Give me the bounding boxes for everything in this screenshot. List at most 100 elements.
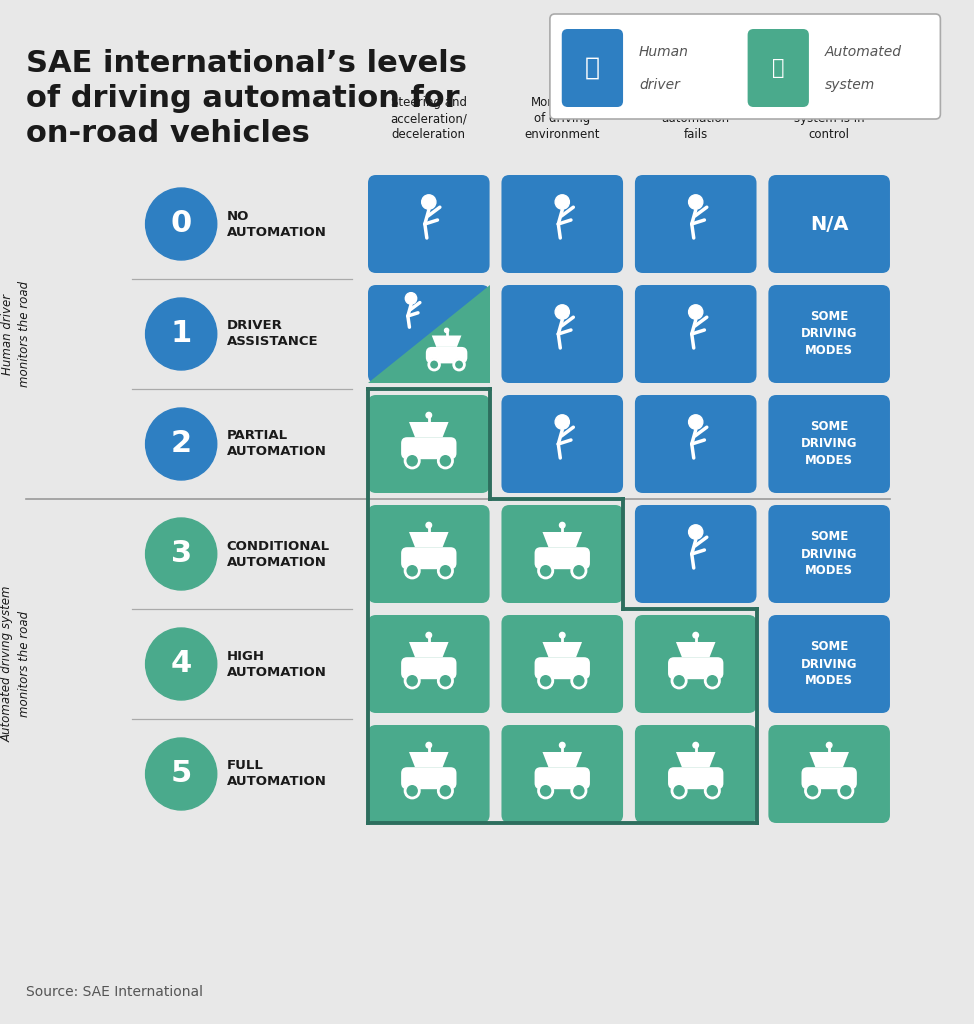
Text: 3: 3 bbox=[170, 540, 192, 568]
Circle shape bbox=[145, 298, 217, 370]
FancyBboxPatch shape bbox=[368, 505, 490, 603]
Polygon shape bbox=[409, 422, 449, 437]
Circle shape bbox=[405, 783, 420, 798]
FancyBboxPatch shape bbox=[368, 615, 490, 713]
Polygon shape bbox=[409, 752, 449, 767]
Circle shape bbox=[693, 742, 698, 748]
Circle shape bbox=[145, 408, 217, 480]
Circle shape bbox=[689, 305, 703, 319]
FancyBboxPatch shape bbox=[502, 175, 623, 273]
Polygon shape bbox=[409, 532, 449, 547]
FancyBboxPatch shape bbox=[635, 615, 757, 713]
Circle shape bbox=[426, 742, 431, 748]
Circle shape bbox=[405, 674, 420, 688]
Circle shape bbox=[454, 359, 465, 370]
FancyBboxPatch shape bbox=[635, 175, 757, 273]
Text: Source: SAE International: Source: SAE International bbox=[26, 985, 203, 999]
Circle shape bbox=[689, 524, 703, 540]
FancyBboxPatch shape bbox=[768, 175, 890, 273]
Circle shape bbox=[539, 674, 553, 688]
FancyBboxPatch shape bbox=[768, 395, 890, 493]
Text: driver: driver bbox=[639, 78, 680, 92]
FancyBboxPatch shape bbox=[635, 725, 757, 823]
Text: 5: 5 bbox=[170, 760, 192, 788]
Polygon shape bbox=[543, 752, 582, 767]
FancyBboxPatch shape bbox=[668, 657, 724, 679]
Text: Steering and
acceleration/
deceleration: Steering and acceleration/ deceleration bbox=[391, 96, 468, 141]
FancyBboxPatch shape bbox=[535, 767, 590, 790]
FancyBboxPatch shape bbox=[562, 29, 623, 106]
FancyBboxPatch shape bbox=[502, 615, 623, 713]
Text: SOME
DRIVING
MODES: SOME DRIVING MODES bbox=[801, 640, 857, 687]
Text: 2: 2 bbox=[170, 429, 192, 459]
Text: PARTIAL
AUTOMATION: PARTIAL AUTOMATION bbox=[227, 429, 326, 459]
Circle shape bbox=[438, 563, 453, 578]
Text: Fallback
when
automation
fails: Fallback when automation fails bbox=[661, 80, 730, 141]
Text: 4: 4 bbox=[170, 649, 192, 679]
Circle shape bbox=[572, 783, 586, 798]
Circle shape bbox=[422, 195, 436, 209]
Text: HIGH
AUTOMATION: HIGH AUTOMATION bbox=[227, 649, 326, 679]
Polygon shape bbox=[676, 752, 716, 767]
FancyBboxPatch shape bbox=[368, 175, 490, 273]
Polygon shape bbox=[543, 642, 582, 657]
Circle shape bbox=[705, 674, 720, 688]
Text: Human: Human bbox=[639, 45, 689, 59]
FancyBboxPatch shape bbox=[768, 725, 890, 823]
Text: SOME
DRIVING
MODES: SOME DRIVING MODES bbox=[801, 530, 857, 578]
Circle shape bbox=[405, 293, 417, 304]
Circle shape bbox=[145, 188, 217, 260]
FancyBboxPatch shape bbox=[401, 657, 457, 679]
FancyBboxPatch shape bbox=[502, 725, 623, 823]
Text: 🚗: 🚗 bbox=[772, 58, 784, 78]
Polygon shape bbox=[676, 642, 716, 657]
Polygon shape bbox=[809, 752, 849, 767]
Circle shape bbox=[539, 563, 553, 578]
Circle shape bbox=[438, 674, 453, 688]
Circle shape bbox=[826, 742, 832, 748]
Circle shape bbox=[555, 415, 570, 429]
Polygon shape bbox=[543, 532, 582, 547]
Text: Automated
system is in
control: Automated system is in control bbox=[794, 96, 865, 141]
Circle shape bbox=[426, 633, 431, 638]
Circle shape bbox=[805, 783, 820, 798]
Circle shape bbox=[555, 195, 570, 209]
FancyBboxPatch shape bbox=[550, 14, 940, 119]
FancyBboxPatch shape bbox=[502, 505, 623, 603]
FancyBboxPatch shape bbox=[802, 767, 857, 790]
FancyBboxPatch shape bbox=[768, 615, 890, 713]
Circle shape bbox=[672, 674, 687, 688]
Circle shape bbox=[405, 454, 420, 468]
FancyBboxPatch shape bbox=[668, 767, 724, 790]
Polygon shape bbox=[409, 642, 449, 657]
Polygon shape bbox=[368, 285, 490, 383]
Text: NO
AUTOMATION: NO AUTOMATION bbox=[227, 210, 326, 239]
Text: CONDITIONAL
AUTOMATION: CONDITIONAL AUTOMATION bbox=[227, 540, 330, 568]
Circle shape bbox=[438, 454, 453, 468]
Circle shape bbox=[559, 522, 565, 528]
FancyBboxPatch shape bbox=[368, 285, 490, 383]
FancyBboxPatch shape bbox=[635, 395, 757, 493]
Circle shape bbox=[438, 783, 453, 798]
Circle shape bbox=[145, 738, 217, 810]
Circle shape bbox=[539, 783, 553, 798]
FancyBboxPatch shape bbox=[502, 395, 623, 493]
FancyBboxPatch shape bbox=[635, 505, 757, 603]
Circle shape bbox=[429, 359, 439, 370]
Circle shape bbox=[145, 628, 217, 700]
Text: SOME
DRIVING
MODES: SOME DRIVING MODES bbox=[801, 421, 857, 468]
Circle shape bbox=[426, 413, 431, 418]
Text: Monitoring
of driving
environment: Monitoring of driving environment bbox=[525, 96, 600, 141]
FancyBboxPatch shape bbox=[635, 285, 757, 383]
Text: Human driver
monitors the road: Human driver monitors the road bbox=[1, 281, 31, 387]
FancyBboxPatch shape bbox=[368, 395, 490, 493]
FancyBboxPatch shape bbox=[401, 547, 457, 569]
Circle shape bbox=[705, 783, 720, 798]
Circle shape bbox=[572, 674, 586, 688]
FancyBboxPatch shape bbox=[535, 657, 590, 679]
Circle shape bbox=[555, 305, 570, 319]
Circle shape bbox=[426, 522, 431, 528]
Text: DRIVER
ASSISTANCE: DRIVER ASSISTANCE bbox=[227, 319, 318, 348]
Text: FULL
AUTOMATION: FULL AUTOMATION bbox=[227, 760, 326, 788]
Text: 🧍: 🧍 bbox=[585, 56, 600, 80]
